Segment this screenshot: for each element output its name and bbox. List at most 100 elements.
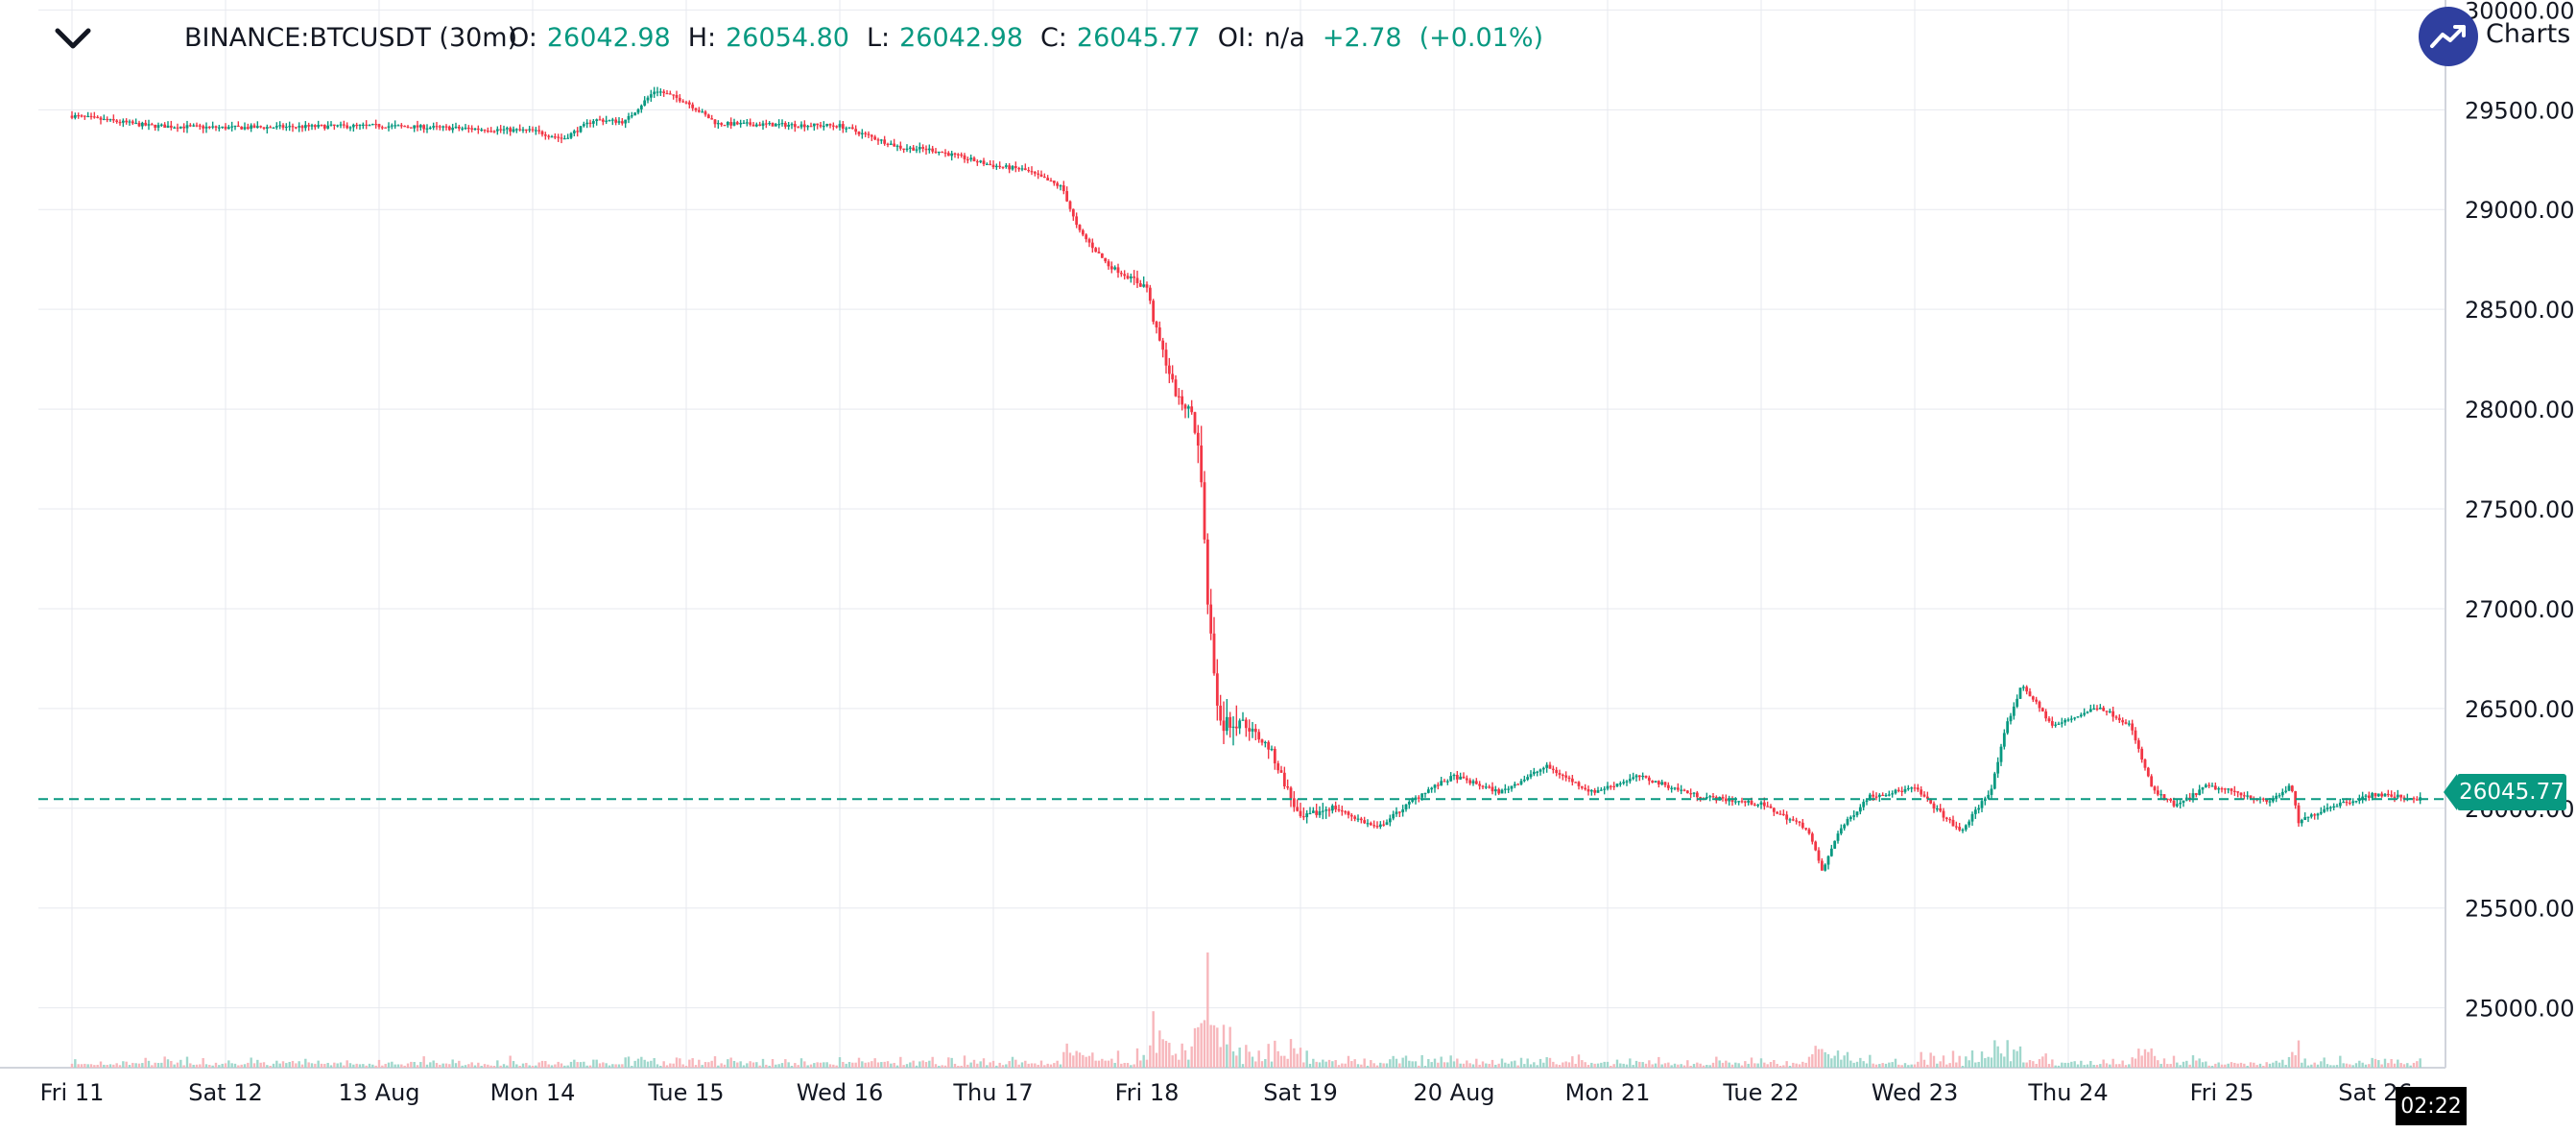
volume-bar: [300, 1064, 304, 1068]
candle-body: [1420, 793, 1424, 798]
candle-body: [812, 123, 816, 127]
candle-body: [2383, 793, 2387, 797]
candle-body: [211, 126, 215, 128]
volume-bar: [2105, 1063, 2109, 1068]
volume-bar: [2076, 1064, 2080, 1068]
volume-bar: [1209, 1025, 1212, 1068]
volume-bar: [86, 1064, 89, 1068]
candle-body: [403, 126, 407, 128]
candle-body: [1382, 824, 1386, 826]
volume-bar: [1999, 1053, 2003, 1068]
volume-bar: [1197, 1026, 1200, 1068]
candle-body: [656, 91, 659, 93]
candle-body: [2326, 808, 2329, 809]
volume-bar: [1984, 1058, 1987, 1068]
charts-badge[interactable]: [2419, 7, 2478, 66]
volume-bar: [458, 1060, 461, 1068]
candle-body: [566, 137, 570, 139]
volume-bar: [185, 1056, 189, 1068]
candle-body: [163, 124, 167, 129]
volume-bar: [1504, 1062, 1507, 1068]
candle-body: [723, 125, 727, 127]
candle-body: [768, 122, 772, 125]
candle-body: [2316, 813, 2320, 816]
candle-body: [368, 125, 371, 127]
volume-bar: [547, 1064, 550, 1068]
volume-bar: [1574, 1063, 1577, 1068]
candle-body: [1327, 809, 1331, 811]
candle-body: [1548, 764, 1552, 769]
candle-body: [1756, 805, 1760, 807]
volume-bar: [576, 1062, 579, 1068]
volume-bar: [1135, 1048, 1139, 1068]
candle-body: [236, 125, 240, 128]
candle-body: [1977, 808, 1981, 810]
volume-bar: [1363, 1058, 1366, 1068]
candle-body: [464, 127, 467, 130]
candle-body: [396, 125, 400, 127]
candle-body: [687, 102, 691, 105]
volume-bar: [1859, 1057, 1862, 1068]
volume-bar: [1660, 1064, 1663, 1068]
volume-bar: [451, 1059, 454, 1068]
candle-body: [838, 124, 842, 128]
volume-bar: [204, 1064, 208, 1068]
volume-bar: [1907, 1065, 1910, 1068]
volume-bar: [1276, 1050, 1279, 1068]
volume-bar: [2147, 1051, 2150, 1068]
candle-body: [466, 127, 470, 130]
volume-bar: [1977, 1061, 1980, 1068]
chevron-down-icon[interactable]: [52, 25, 94, 54]
volume-bar: [1610, 1066, 1612, 1068]
candle-body: [2207, 784, 2211, 786]
candle-body: [1414, 797, 1418, 801]
candle-body: [1308, 812, 1312, 815]
candle-body: [2083, 712, 2087, 715]
volume-bar: [1680, 1064, 1682, 1068]
candle-body: [1622, 782, 1626, 783]
candle-body: [883, 139, 887, 144]
candle-body: [691, 104, 695, 108]
candle-body: [751, 124, 755, 127]
candle-body: [1138, 282, 1142, 287]
candle-body: [1545, 764, 1549, 768]
candle-body: [617, 121, 621, 123]
candle-body: [2351, 801, 2355, 804]
volume-bar: [1068, 1052, 1072, 1068]
symbol-label[interactable]: BINANCE:BTCUSDT (30m): [184, 23, 518, 53]
candle-body: [1858, 807, 1862, 812]
candle-body: [1584, 787, 1587, 790]
volume-bar: [1929, 1052, 1932, 1068]
candle-body: [1503, 788, 1507, 790]
volume-bar: [467, 1064, 470, 1068]
candle-body: [598, 119, 602, 121]
volume-bar: [1648, 1060, 1651, 1068]
candle-body: [202, 126, 205, 129]
volume-bar: [1577, 1054, 1581, 1068]
time-axis[interactable]: Fri 11 Sat 12 13 Aug Mon 14 Tue 15 Wed 16 Thu …: [40, 1079, 2413, 1106]
volume-bar: [106, 1065, 108, 1068]
volume-bar: [1459, 1063, 1462, 1068]
volume-bar: [909, 1062, 912, 1068]
candle-body: [802, 124, 806, 128]
candle-body: [217, 127, 221, 129]
candle-body: [92, 116, 96, 118]
candle-body: [2191, 793, 2195, 798]
volume-bar: [771, 1058, 775, 1068]
candle-body: [905, 148, 909, 150]
candle-body: [2332, 806, 2336, 808]
candle-body: [898, 145, 902, 149]
oi-value: n/a: [1264, 23, 1305, 53]
candle-body: [1123, 274, 1127, 277]
volume-bar: [895, 1065, 899, 1068]
candle-body: [387, 126, 391, 129]
volume-bar: [1855, 1061, 1859, 1068]
candle-body: [1133, 276, 1136, 278]
volume-bar: [1625, 1064, 1629, 1068]
candle-body: [934, 151, 938, 154]
candle-body: [265, 127, 269, 129]
candle-body: [1824, 864, 1827, 871]
candle-body: [886, 143, 890, 145]
volume-bar: [509, 1055, 512, 1068]
